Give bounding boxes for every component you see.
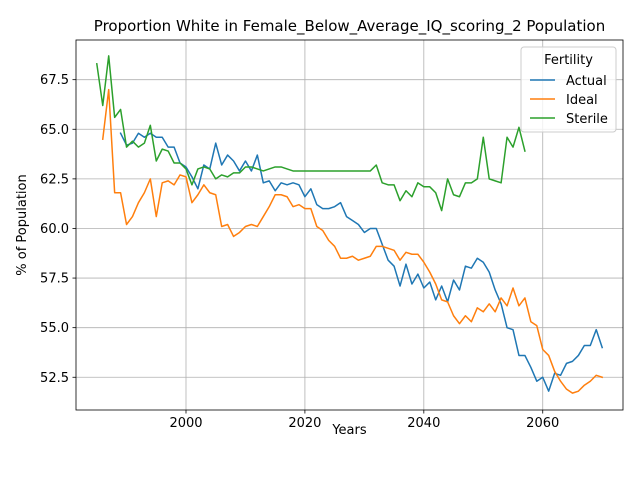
series-line-actual	[119, 132, 604, 392]
x-tick-label: 2000	[169, 416, 202, 431]
y-tick-label: 57.5	[40, 272, 69, 287]
series-line-sterile	[95, 55, 526, 212]
x-tick-label: 2040	[407, 416, 440, 431]
y-tick-label: 65.0	[40, 123, 69, 138]
legend-title: Fertility	[544, 53, 593, 68]
legend-label-ideal: Ideal	[566, 93, 598, 108]
y-tick-label: 60.0	[40, 222, 69, 237]
plot-frame	[75, 39, 624, 411]
legend: Fertility Actual Ideal Sterile	[520, 46, 617, 133]
x-axis-label: Years	[331, 423, 367, 438]
legend-box	[520, 46, 617, 133]
x-axis-ticks: 2000 2020 2040 2060	[169, 410, 559, 431]
y-tick-label: 67.5	[40, 73, 69, 88]
series-lines	[95, 55, 604, 394]
legend-label-actual: Actual	[566, 74, 607, 89]
y-axis-ticks: 52.5 55.0 57.5 60.0 62.5 65.0 67.5	[40, 73, 76, 386]
x-tick-label: 2060	[526, 416, 559, 431]
y-axis-label: % of Population	[15, 174, 30, 275]
x-tick-label: 2020	[288, 416, 321, 431]
series-line-ideal	[101, 88, 604, 394]
y-tick-label: 52.5	[40, 371, 69, 386]
y-tick-label: 55.0	[40, 321, 69, 336]
chart-title: Proportion White in Female_Below_Average…	[94, 17, 605, 36]
legend-label-sterile: Sterile	[566, 112, 608, 127]
y-tick-label: 62.5	[40, 172, 69, 187]
